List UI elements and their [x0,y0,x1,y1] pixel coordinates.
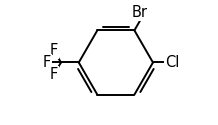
Text: F: F [50,67,58,82]
Text: Cl: Cl [165,55,179,70]
Text: F: F [43,55,51,70]
Text: Br: Br [132,5,148,20]
Text: F: F [50,43,58,58]
